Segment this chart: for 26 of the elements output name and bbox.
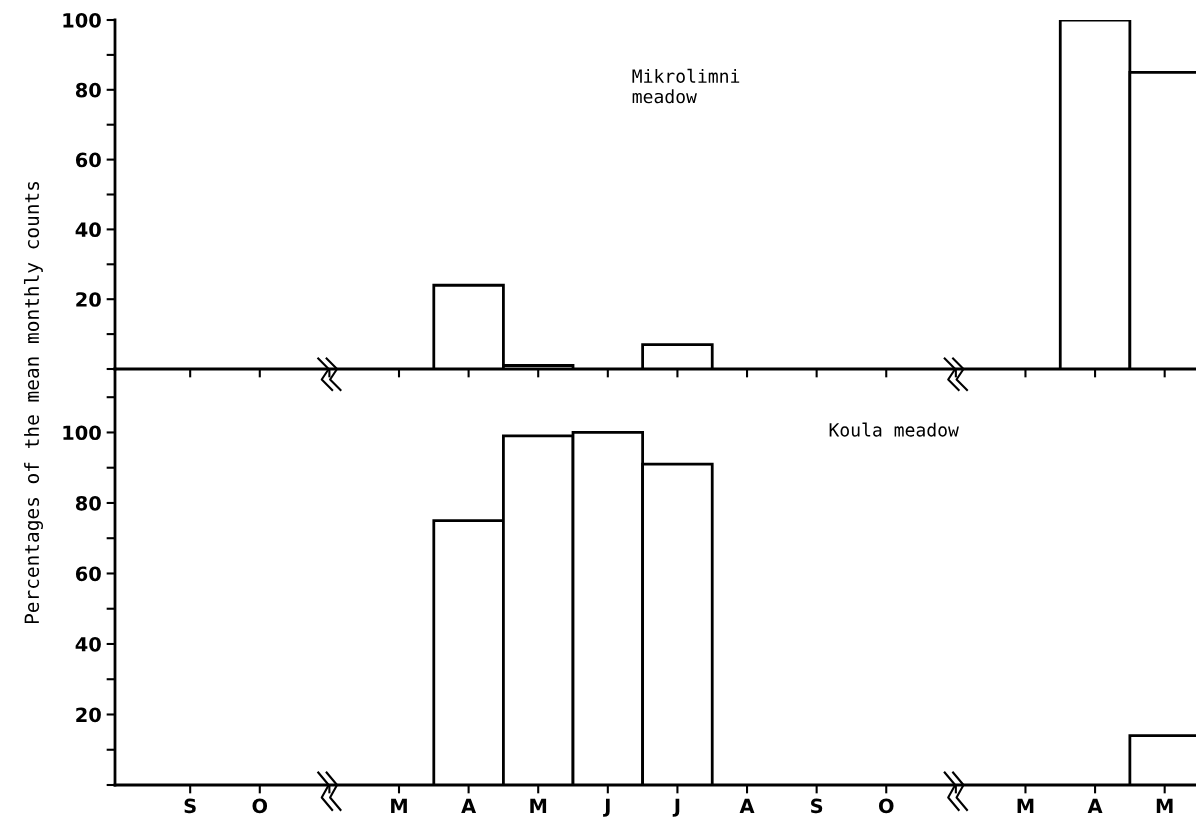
x-tick-label: J bbox=[672, 798, 680, 817]
y-axis-title: Percentages of the mean monthly counts bbox=[23, 182, 44, 624]
x-tick-label: O bbox=[878, 798, 894, 814]
y-tick-label: 20 bbox=[76, 707, 101, 723]
annotation: Mikrolimni meadow bbox=[632, 68, 740, 104]
y-tick-label: 40 bbox=[75, 222, 101, 238]
y-tick-label: 20 bbox=[76, 292, 101, 307]
x-tick-label: S bbox=[811, 798, 823, 814]
x-tick-label: A bbox=[1087, 798, 1103, 813]
annotation: Koula meadow bbox=[829, 422, 959, 437]
x-tick-label: M bbox=[391, 798, 407, 813]
y-tick-label: 40 bbox=[75, 636, 101, 652]
x-tick-label: A bbox=[461, 798, 477, 813]
x-tick-label: M bbox=[1156, 798, 1173, 813]
y-tick-label: 60 bbox=[75, 566, 101, 582]
x-tick-label: J bbox=[603, 798, 610, 817]
y-tick-label: 100 bbox=[63, 12, 101, 28]
y-tick-label: 100 bbox=[63, 425, 101, 441]
x-tick-label: M bbox=[1017, 798, 1034, 813]
x-tick-label: S bbox=[184, 798, 196, 814]
y-tick-label: 80 bbox=[75, 82, 101, 98]
x-tick-label: M bbox=[530, 798, 547, 813]
x-tick-label: O bbox=[252, 798, 268, 814]
y-tick-label: 80 bbox=[75, 495, 101, 511]
y-tick-label: 60 bbox=[75, 152, 101, 168]
x-tick-label: A bbox=[739, 798, 755, 813]
